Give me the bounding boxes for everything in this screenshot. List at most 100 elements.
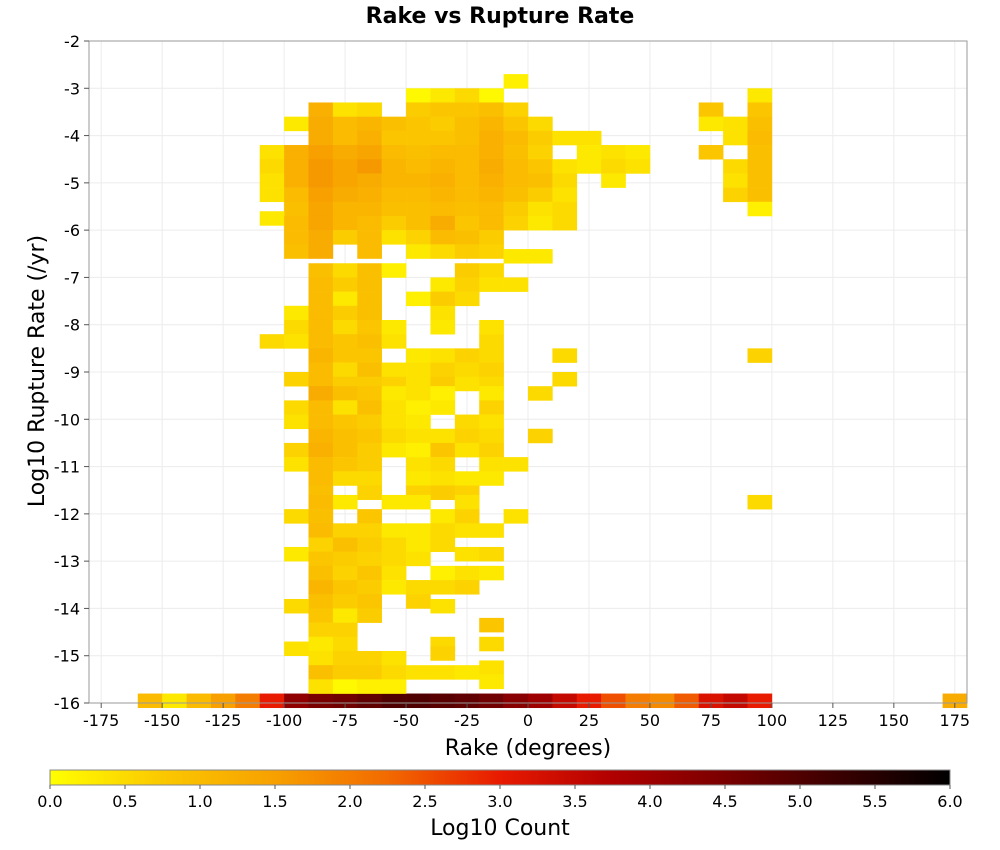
heatmap-cell (308, 551, 334, 567)
heatmap-cell (284, 230, 309, 245)
heatmap-cell (479, 348, 504, 363)
heatmap-cell (357, 471, 382, 486)
heatmap-cell (430, 428, 456, 444)
heatmap-cell (479, 414, 504, 430)
x-tick-label: 175 (940, 711, 971, 730)
heatmap-cell (284, 693, 309, 709)
heatmap-cell (430, 598, 456, 614)
heatmap-cell (454, 494, 480, 510)
heatmap-cell (430, 88, 456, 103)
heatmap-cell (357, 594, 382, 609)
heatmap-cell (430, 580, 456, 595)
heatmap-cell (576, 159, 602, 174)
heatmap-cell (601, 159, 626, 174)
heatmap-cell (381, 551, 407, 567)
heatmap-cell (479, 88, 504, 103)
heatmap-cell (332, 201, 358, 217)
heatmap-cell (503, 693, 529, 709)
heatmap-cell (430, 173, 456, 188)
heatmap-cell (479, 636, 504, 652)
heatmap-cell (430, 187, 456, 203)
colorbar-tick-label: 2.5 (412, 792, 437, 811)
heatmap-cell (332, 400, 358, 415)
heatmap-cell (479, 693, 504, 709)
heatmap-cell (454, 442, 480, 458)
heatmap-cell (381, 665, 407, 680)
heatmap-cell (479, 617, 504, 633)
colorbar-gradient (49, 769, 951, 786)
heatmap-cell (430, 215, 456, 231)
heatmap-cell (332, 277, 358, 292)
x-tick-label: 150 (879, 711, 910, 730)
heatmap-cell (308, 693, 334, 709)
heatmap-cell (357, 230, 382, 245)
heatmap-cell (284, 305, 309, 321)
heatmap-cell (454, 348, 480, 363)
heatmap-cell (406, 414, 431, 430)
heatmap-cell (406, 362, 431, 378)
heatmap-cell (308, 650, 334, 666)
heatmap-cell (381, 215, 407, 231)
heatmap-cell (332, 291, 358, 307)
heatmap-cell (357, 650, 382, 666)
heatmap-cell (357, 362, 382, 378)
heatmap-cell (308, 263, 334, 278)
heatmap-cell (357, 334, 382, 349)
heatmap-cell (357, 130, 382, 146)
heatmap-cell (381, 693, 407, 709)
colorbar-tick-label: 0.5 (112, 792, 137, 811)
heatmap-cell (308, 622, 334, 638)
heatmap-cell (332, 386, 358, 401)
heatmap-cell (259, 173, 285, 188)
heatmap-cell (259, 334, 285, 349)
heatmap-cell (747, 187, 773, 203)
heatmap-cell (747, 130, 773, 146)
heatmap-cell (454, 509, 480, 524)
heatmap-cell (381, 334, 407, 349)
heatmap-cell (381, 319, 407, 335)
heatmap-cell (406, 537, 431, 552)
x-tick-label: 0 (523, 711, 533, 730)
heatmap-cell (528, 173, 553, 188)
heatmap-cell (308, 665, 334, 680)
heatmap-cell (747, 145, 773, 160)
heatmap-cell (259, 145, 285, 160)
heatmap-cell (430, 102, 456, 117)
heatmap-cell (479, 471, 504, 486)
heatmap-cell (552, 159, 578, 174)
colorbar-tick-label: 4.0 (637, 792, 662, 811)
heatmap-cell (332, 665, 358, 680)
heatmap-cell (479, 102, 504, 117)
y-tick-label: -15 (54, 647, 80, 666)
y-axis-ticks: -2 -3 -4 -5 -6 -7 -8 -9 -10 -11 -12 -13 -14 -15 -16 (54, 32, 89, 713)
heatmap-cell (430, 201, 456, 217)
plot-area (88, 40, 968, 709)
heatmap-cell (308, 145, 334, 160)
heatmap-cell (332, 693, 358, 709)
heatmap-cell (308, 594, 334, 609)
heatmap-cell (235, 693, 261, 709)
y-tick-label: -9 (64, 363, 80, 382)
x-tick-label: 125 (818, 711, 849, 730)
heatmap-cell (454, 414, 480, 430)
heatmap-cell (503, 116, 529, 132)
heatmap-cell (357, 608, 382, 623)
x-axis-ticks: -175 -150 -125 -100 -75 -50 -25 0 25 50 75 100 125 15… (83, 703, 970, 730)
heatmap-cell (381, 159, 407, 174)
heatmap-cell (381, 145, 407, 160)
heatmap-cell (381, 414, 407, 430)
heatmap-cell (162, 693, 187, 709)
heatmap-cell (357, 509, 382, 524)
heatmap-cell (479, 230, 504, 245)
heatmap-cell (503, 215, 529, 231)
heatmap-cell (479, 187, 504, 203)
heatmap-cell (552, 173, 578, 188)
heatmap-cell (698, 102, 724, 117)
heatmap-cell (332, 471, 358, 486)
heatmap-cell (454, 201, 480, 217)
heatmap-cell (381, 386, 407, 401)
heatmap-cell (284, 372, 309, 387)
x-tick-label: 50 (640, 711, 660, 730)
heatmap-cell (454, 523, 480, 538)
heatmap-cell (479, 145, 504, 160)
